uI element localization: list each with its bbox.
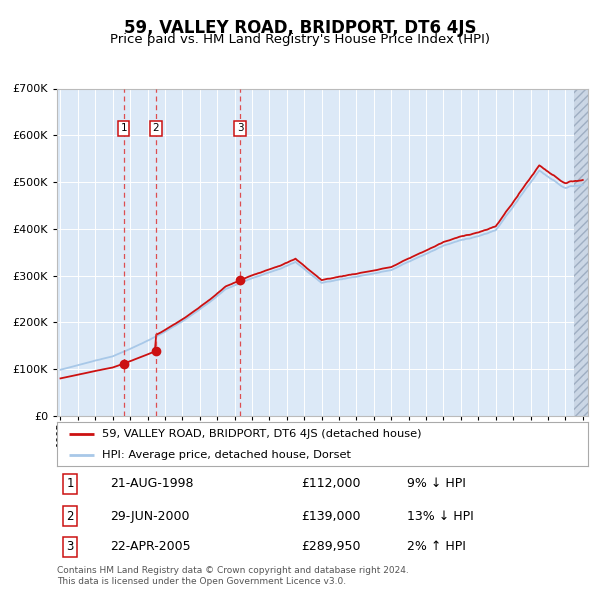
Text: £112,000: £112,000 bbox=[301, 477, 361, 490]
Text: 1: 1 bbox=[121, 123, 127, 133]
Text: 29-JUN-2000: 29-JUN-2000 bbox=[110, 510, 190, 523]
Text: 2: 2 bbox=[67, 510, 74, 523]
Text: 59, VALLEY ROAD, BRIDPORT, DT6 4JS (detached house): 59, VALLEY ROAD, BRIDPORT, DT6 4JS (deta… bbox=[102, 430, 422, 439]
Text: Contains HM Land Registry data © Crown copyright and database right 2024.
This d: Contains HM Land Registry data © Crown c… bbox=[57, 566, 409, 586]
Text: 21-AUG-1998: 21-AUG-1998 bbox=[110, 477, 194, 490]
Text: 2% ↑ HPI: 2% ↑ HPI bbox=[407, 540, 466, 553]
Text: 22-APR-2005: 22-APR-2005 bbox=[110, 540, 191, 553]
Text: 59, VALLEY ROAD, BRIDPORT, DT6 4JS: 59, VALLEY ROAD, BRIDPORT, DT6 4JS bbox=[124, 19, 476, 37]
Text: 2: 2 bbox=[153, 123, 160, 133]
Text: £289,950: £289,950 bbox=[301, 540, 361, 553]
Text: £139,000: £139,000 bbox=[301, 510, 361, 523]
Text: 9% ↓ HPI: 9% ↓ HPI bbox=[407, 477, 466, 490]
Text: Price paid vs. HM Land Registry's House Price Index (HPI): Price paid vs. HM Land Registry's House … bbox=[110, 33, 490, 46]
Text: 1: 1 bbox=[67, 477, 74, 490]
Text: 3: 3 bbox=[236, 123, 243, 133]
Text: HPI: Average price, detached house, Dorset: HPI: Average price, detached house, Dors… bbox=[102, 450, 351, 460]
Text: 13% ↓ HPI: 13% ↓ HPI bbox=[407, 510, 474, 523]
Text: 3: 3 bbox=[67, 540, 74, 553]
